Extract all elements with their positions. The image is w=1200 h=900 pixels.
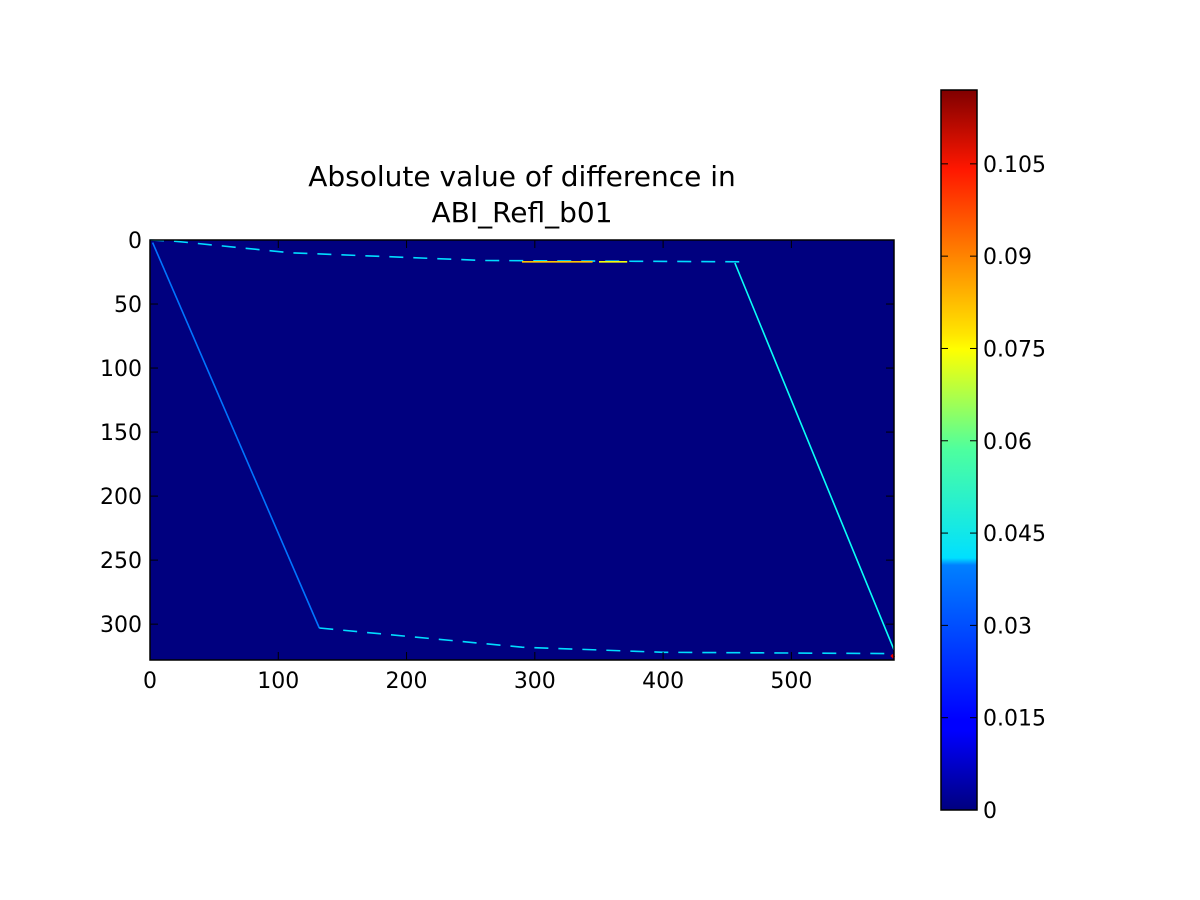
x-tick-label: 400 bbox=[642, 669, 684, 694]
colorbar-tick-label: 0.09 bbox=[983, 245, 1032, 270]
chart-title-line-2: ABI_Refl_b01 bbox=[431, 196, 612, 229]
colorbar-gradient bbox=[941, 90, 977, 810]
colorbar-tick-label: 0.075 bbox=[983, 337, 1046, 362]
colorbar-tick-label: 0.015 bbox=[983, 707, 1046, 732]
y-tick-label: 250 bbox=[100, 549, 142, 574]
heatmap-feature-right-edge bbox=[734, 262, 895, 651]
colorbar-tick-label: 0 bbox=[983, 799, 997, 824]
heatmap-feature-left-edge bbox=[151, 242, 321, 629]
y-tick-label: 50 bbox=[114, 293, 142, 318]
y-tick-label: 100 bbox=[100, 357, 142, 382]
colorbar-tick-label: 0.06 bbox=[983, 430, 1032, 455]
x-tick-label: 100 bbox=[257, 669, 299, 694]
heatmap-background bbox=[150, 240, 894, 660]
colorbar-frame bbox=[940, 89, 978, 811]
y-tick-label: 300 bbox=[100, 613, 142, 638]
x-tick-label: 500 bbox=[770, 669, 812, 694]
x-tick-label: 300 bbox=[514, 669, 556, 694]
x-axis: 0 100 200 300 400 500 bbox=[143, 240, 812, 694]
y-tick-label: 200 bbox=[100, 485, 142, 510]
y-tick-label: 150 bbox=[100, 421, 142, 446]
heatmap-feature-top-edge bbox=[149, 239, 741, 263]
plot-frame bbox=[149, 239, 895, 661]
heatmap-image bbox=[149, 239, 896, 660]
chart-title-line-1: Absolute value of difference in bbox=[308, 160, 736, 193]
colorbar: 0 0.015 0.03 0.045 0.06 0.075 0.09 0.105 bbox=[940, 89, 1046, 824]
x-tick-label: 200 bbox=[386, 669, 428, 694]
colorbar-tick-label: 0.105 bbox=[983, 153, 1046, 178]
x-tick-label: 0 bbox=[143, 669, 157, 694]
colorbar-tick-label: 0.045 bbox=[983, 522, 1046, 547]
colorbar-tick-label: 0.03 bbox=[983, 614, 1032, 639]
heatmap-feature-bottom-edge bbox=[319, 627, 895, 655]
y-axis: 0 50 100 150 200 250 300 bbox=[100, 229, 894, 638]
y-tick-label: 0 bbox=[128, 229, 142, 254]
